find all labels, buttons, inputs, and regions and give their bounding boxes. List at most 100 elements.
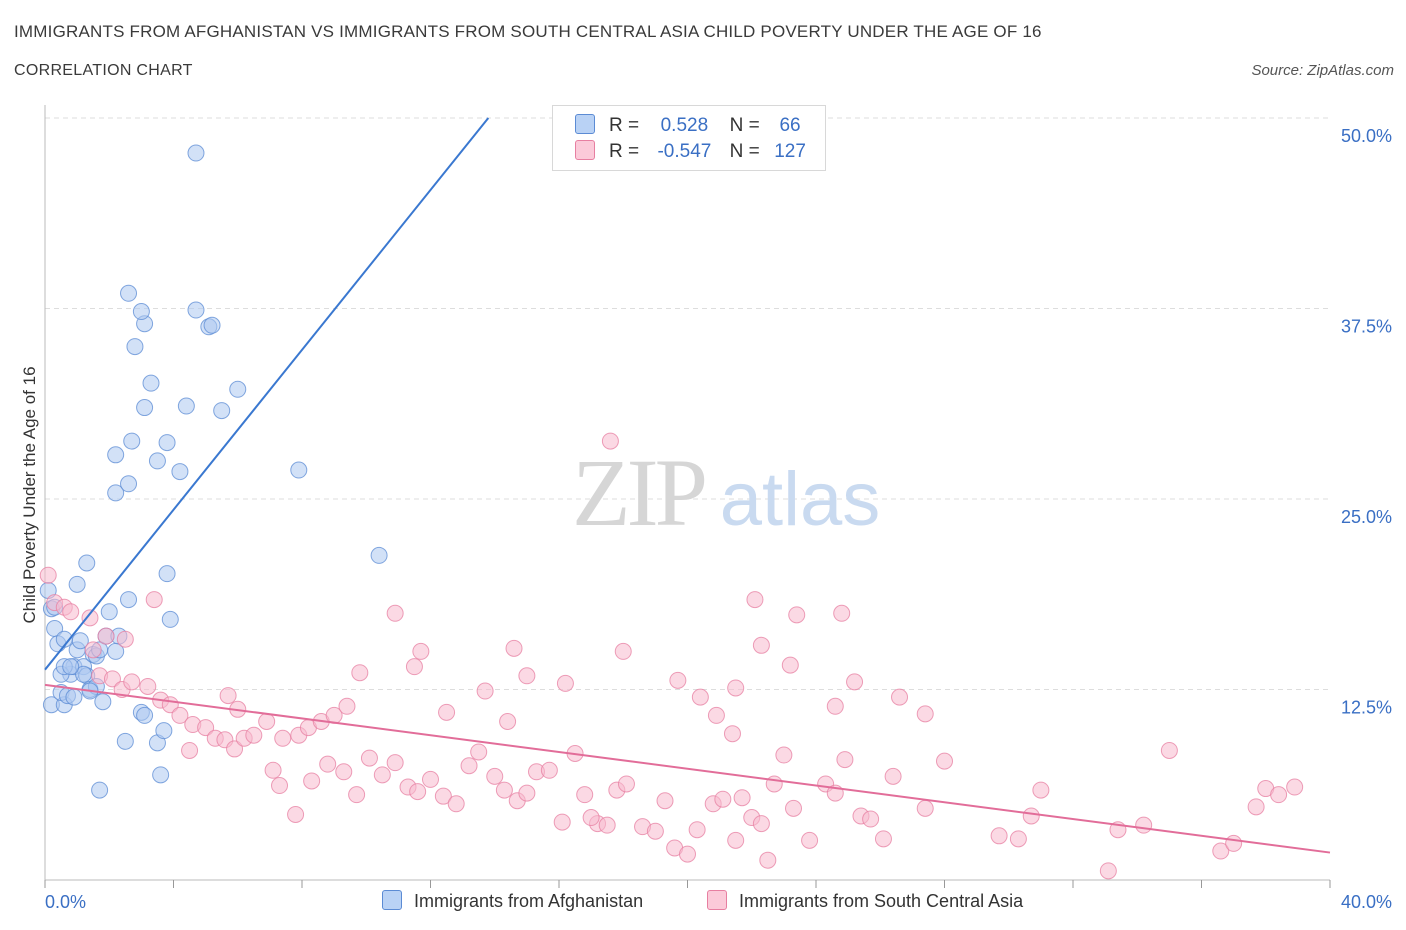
- legend-r-label: R =: [609, 141, 640, 162]
- sca-point: [409, 783, 427, 801]
- x-tick-label-min: 0.0%: [45, 892, 86, 912]
- axes: [44, 105, 1331, 888]
- afghanistan-point: [158, 434, 176, 452]
- sca-point: [788, 606, 806, 624]
- sca-point: [707, 706, 725, 724]
- sca-point: [801, 831, 819, 849]
- legend-row-afghanistan: R = 0.528 N = 66: [575, 114, 815, 138]
- trend-lines: [44, 117, 1331, 854]
- legend-n-label: N =: [729, 115, 760, 136]
- afghanistan-point: [155, 722, 173, 740]
- sca-point: [335, 763, 353, 781]
- sca-point: [351, 664, 369, 682]
- sca-point: [1247, 798, 1265, 816]
- sca-point: [518, 667, 536, 685]
- sca-point: [103, 670, 121, 688]
- bottom-legend-swatch-afghanistan: [382, 890, 402, 910]
- bottom-legend-label-sca: Immigrants from South Central Asia: [739, 891, 1024, 911]
- sca-point: [219, 687, 237, 705]
- afghanistan-point: [62, 658, 80, 676]
- watermark-zip: ZIP: [572, 439, 705, 546]
- sca-point: [39, 566, 57, 584]
- legend-n-value-afghanistan: 66: [779, 115, 801, 136]
- x-tick-label-max: 40.0%: [1341, 892, 1392, 912]
- legend-row-sca: R = -0.547 N = 127: [575, 140, 815, 164]
- afghanistan-point: [116, 732, 134, 750]
- chart-title: IMMIGRANTS FROM AFGHANISTAN VS IMMIGRANT…: [14, 22, 1042, 41]
- sca-point: [123, 673, 141, 691]
- sca-point: [646, 822, 664, 840]
- bottom-legend-swatch-sca: [707, 890, 727, 910]
- sca-point: [1225, 834, 1243, 852]
- afghanistan-point: [187, 144, 205, 162]
- sca-point: [264, 761, 282, 779]
- afghanistan-point: [203, 316, 221, 334]
- afghanistan-point: [290, 461, 308, 479]
- sca-point: [97, 627, 115, 645]
- afghanistan-point: [142, 374, 160, 392]
- afghanistan-point: [78, 554, 96, 572]
- sca-point: [727, 679, 745, 697]
- afghanistan-point: [94, 693, 112, 711]
- sca-point: [1032, 781, 1050, 799]
- chart-subtitle: CORRELATION CHART: [14, 62, 193, 79]
- sca-point: [553, 813, 571, 831]
- sca-point: [1022, 807, 1040, 825]
- sca-point: [916, 799, 934, 817]
- sca-point: [936, 752, 953, 770]
- sca-point: [499, 713, 517, 731]
- sca-point: [434, 787, 452, 805]
- sca-point: [386, 754, 404, 772]
- afghanistan-point: [120, 284, 138, 302]
- sca-point: [576, 786, 594, 804]
- bottom-legend-label-afghanistan: Immigrants from Afghanistan: [414, 891, 644, 911]
- sca-point: [884, 767, 902, 785]
- sca-point: [601, 432, 619, 450]
- sca-point: [746, 591, 764, 609]
- y-tick-label: 50.0%: [1341, 126, 1392, 146]
- sca-point: [733, 789, 751, 807]
- watermark-atlas: atlas: [720, 457, 881, 542]
- afghanistan-point: [213, 402, 231, 420]
- afghanistan-point: [65, 688, 83, 706]
- sca-point: [891, 688, 909, 706]
- sca-point: [197, 719, 215, 737]
- afghanistan-point: [123, 432, 141, 450]
- sca-point: [826, 697, 844, 715]
- sca-point: [303, 772, 321, 790]
- legend-r-value-afghanistan: 0.528: [660, 115, 709, 136]
- afghanistan-point: [107, 484, 125, 502]
- sca-point: [287, 805, 305, 823]
- sca-point: [116, 630, 134, 648]
- sca-point: [785, 799, 803, 817]
- sca-point: [1009, 830, 1027, 848]
- sca-point: [438, 703, 456, 721]
- sca-point: [245, 726, 263, 744]
- sca-point: [145, 591, 163, 609]
- sca-point: [348, 786, 366, 804]
- afghanistan-point: [229, 380, 247, 398]
- sca-point: [656, 792, 674, 810]
- y-tick-label: 12.5%: [1341, 698, 1392, 718]
- sca-point: [833, 604, 851, 622]
- sca-point: [836, 751, 854, 769]
- sca-point: [139, 677, 157, 695]
- afghanistan-point: [120, 591, 138, 609]
- sca-point: [405, 658, 423, 676]
- afghanistan-point: [370, 546, 388, 564]
- sca-trend-line: [44, 683, 1331, 854]
- sca-point: [470, 743, 488, 761]
- sca-point: [274, 729, 292, 747]
- sca-point: [723, 725, 741, 743]
- bottom-legend-sca: Immigrants from South Central Asia: [707, 890, 1023, 912]
- legend-r-value-sca: -0.547: [657, 141, 712, 162]
- tick-labels: 12.5% 25.0% 37.5% 50.0% 0.0% 40.0%: [45, 126, 1392, 912]
- afghanistan-point: [126, 338, 144, 356]
- sca-point: [271, 777, 289, 795]
- sca-point: [476, 682, 494, 700]
- afghanistan-point: [187, 301, 205, 319]
- sca-point: [669, 671, 687, 689]
- sca-point: [518, 784, 536, 802]
- sca-point: [1286, 778, 1304, 796]
